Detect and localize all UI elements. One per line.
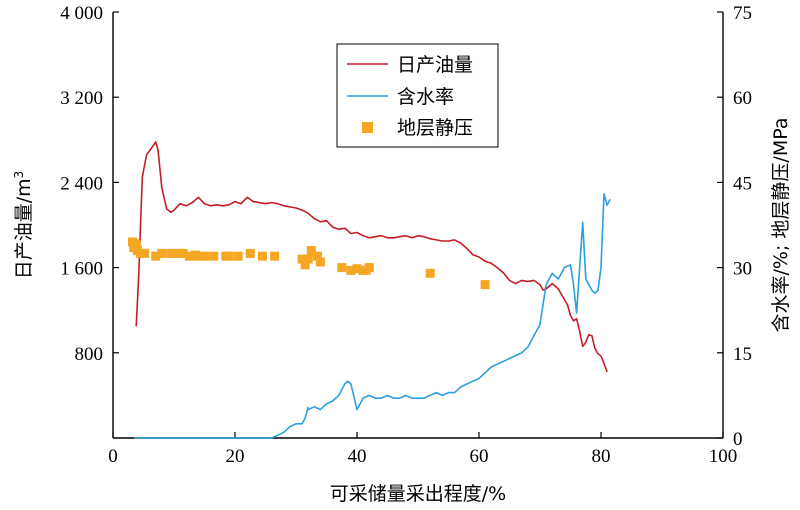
- series-line-water-cut: [307, 193, 611, 411]
- x-tick-label: 100: [709, 446, 738, 467]
- series-line-water-cut: [134, 406, 309, 439]
- y-left-axis-title-main: 日产油量/m: [13, 178, 35, 279]
- pressure-point: [270, 251, 280, 261]
- pressure-point: [425, 268, 435, 278]
- pressure-point: [297, 254, 307, 264]
- pressure-point: [178, 248, 188, 258]
- pressure-point: [337, 263, 347, 273]
- pressure-point: [184, 251, 194, 261]
- pressure-point: [364, 263, 374, 273]
- y-right-axis-title: 含水率/%; 地层静压/MPa: [770, 118, 792, 333]
- pressure-point: [166, 248, 176, 258]
- y-right-tick-label: 0: [733, 429, 743, 450]
- legend-label-pressure: 地层静压: [397, 117, 473, 139]
- y-left-tick-label: 800: [75, 344, 104, 365]
- legend-label-water: 含水率: [397, 86, 454, 108]
- pressure-point: [200, 251, 209, 261]
- y-right-tick-label: 45: [733, 173, 752, 194]
- pressure-point: [312, 251, 322, 261]
- y-left-axis-title-sup: 3: [12, 171, 26, 179]
- pressure-point: [209, 251, 219, 261]
- x-tick-label: 80: [592, 446, 611, 467]
- pressure-point: [300, 260, 310, 270]
- pressure-point: [233, 251, 243, 261]
- pressure-point: [315, 257, 325, 267]
- series-layer: [128, 141, 611, 439]
- pressure-point: [224, 251, 234, 261]
- pressure-point: [257, 251, 267, 261]
- y-left-axis-title: 日产油量/m3: [12, 171, 35, 280]
- x-tick-label: 60: [470, 446, 489, 467]
- y-right-tick-label: 15: [733, 344, 752, 365]
- y-left-tick-label: 3 200: [60, 88, 103, 109]
- x-tick-label: 20: [226, 446, 245, 467]
- pressure-point: [151, 251, 161, 261]
- pressure-point: [303, 254, 313, 264]
- x-tick-label: 40: [348, 446, 367, 467]
- y-left-tick-label: 1 600: [60, 259, 103, 280]
- y-left-ticks: 800 1 600 2 400 3 200 4 000: [60, 3, 119, 365]
- x-ticks: 0 20 40 60 80 100: [108, 432, 737, 467]
- legend-swatch-pressure: [362, 122, 373, 133]
- x-axis-title: 可采储量采出程度/%: [330, 483, 506, 505]
- y-right-tick-label: 30: [733, 259, 752, 280]
- y-right-ticks: 0 15 30 45 60 75: [717, 3, 752, 450]
- pressure-point: [480, 280, 490, 290]
- pressure-point: [245, 248, 255, 258]
- pressure-point: [131, 240, 141, 250]
- y-right-tick-label: 75: [733, 3, 752, 24]
- series-line-oil-rate: [135, 141, 608, 373]
- y-left-tick-label: 2 400: [60, 173, 103, 194]
- pressure-point: [140, 248, 150, 258]
- legend: 日产油量 含水率 地层静压: [336, 43, 499, 148]
- pressure-point: [306, 246, 316, 256]
- pressure-point: [157, 248, 167, 258]
- y-left-tick-label: 4 000: [60, 3, 103, 24]
- pressure-point: [172, 248, 182, 258]
- x-tick-label: 0: [108, 446, 118, 467]
- pressure-point: [346, 265, 356, 275]
- legend-label-oil: 日产油量: [397, 54, 473, 76]
- pressure-point: [352, 264, 362, 274]
- y-right-tick-label: 60: [733, 88, 752, 109]
- pressure-point: [193, 251, 203, 261]
